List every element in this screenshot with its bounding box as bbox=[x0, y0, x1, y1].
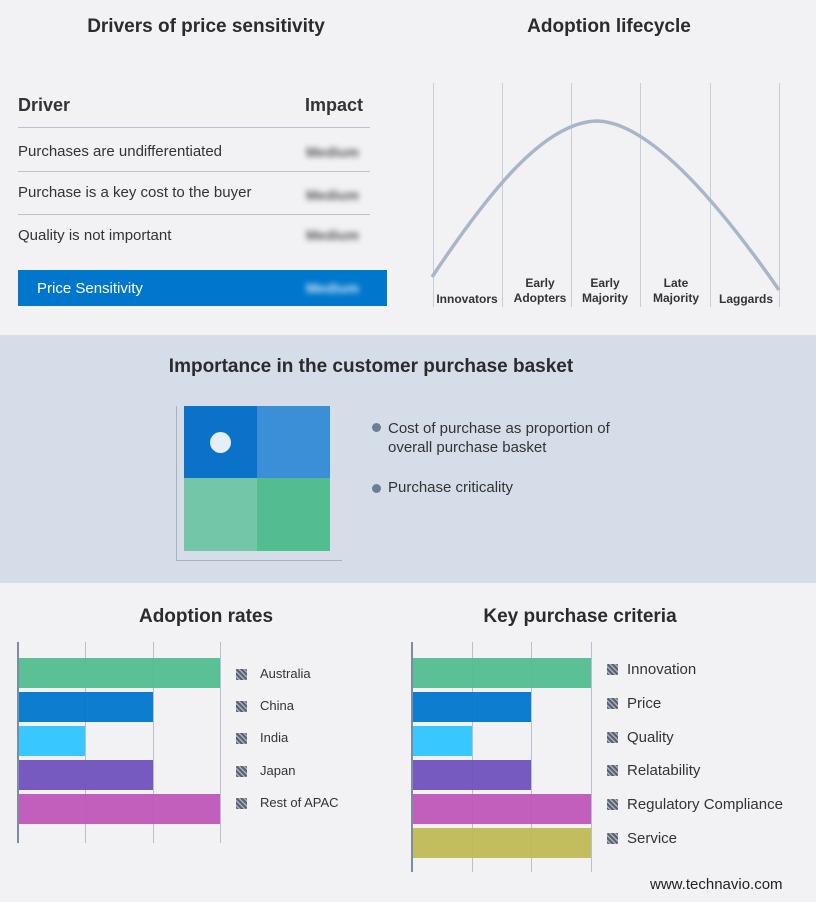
legend-swatch-icon bbox=[607, 833, 618, 844]
stage-label: Early bbox=[590, 276, 620, 290]
gridline bbox=[433, 83, 434, 307]
matrix-cell bbox=[257, 478, 330, 551]
bar-relatability bbox=[412, 760, 532, 790]
gridline bbox=[710, 83, 711, 307]
gridline bbox=[591, 642, 593, 872]
matrix-cell bbox=[257, 406, 330, 478]
kpc-title: Key purchase criteria bbox=[483, 606, 677, 627]
bar-regulatory-compliance bbox=[412, 794, 592, 824]
position-marker bbox=[210, 432, 231, 453]
gridline bbox=[152, 642, 154, 843]
stage-label: Majority bbox=[652, 291, 700, 305]
bar-innovation bbox=[412, 658, 592, 688]
bar-rest-of-apac bbox=[18, 794, 220, 824]
stage-label: Laggards bbox=[718, 292, 774, 306]
gridline bbox=[571, 83, 572, 307]
drivers-title: Drivers of price sensitivity bbox=[87, 16, 325, 37]
legend-label: Australia bbox=[260, 666, 311, 681]
driver-row: Quality is not important bbox=[18, 227, 172, 244]
bullet-icon bbox=[372, 423, 381, 432]
driver-row: Purchases are undifferentiated bbox=[18, 143, 223, 160]
matrix-axis bbox=[176, 406, 177, 561]
price-sensitivity-bar: Price Sensitivity Medium bbox=[18, 270, 387, 306]
footer-site: www.technavio.com bbox=[650, 876, 783, 893]
bar-australia bbox=[18, 658, 220, 688]
summary-label: Price Sensitivity bbox=[37, 280, 143, 297]
stage-label: Majority bbox=[581, 291, 629, 305]
gridline bbox=[531, 642, 533, 872]
stage-label: Late bbox=[663, 276, 689, 290]
gridline bbox=[219, 642, 221, 843]
legend-label: Service bbox=[627, 830, 678, 847]
lifecycle-title: Adoption lifecycle bbox=[527, 16, 691, 37]
bar-china bbox=[18, 692, 153, 722]
driver-header: Driver bbox=[18, 95, 71, 115]
matrix-cell bbox=[184, 478, 257, 551]
bar-india bbox=[18, 726, 86, 756]
bar-japan bbox=[18, 760, 153, 790]
axis-line bbox=[411, 642, 413, 872]
stage-early-majority: Early Majority bbox=[582, 276, 628, 306]
legend-swatch-icon bbox=[236, 733, 247, 745]
legend-label: Regulatory Compliance bbox=[627, 796, 783, 814]
basket-legend-item: Cost of purchase as proportion of overal… bbox=[388, 420, 610, 456]
basket-section bbox=[0, 335, 816, 583]
stage-label: Early bbox=[525, 276, 555, 290]
bar-price bbox=[412, 692, 532, 722]
matrix-axis bbox=[176, 560, 342, 561]
gridline bbox=[85, 642, 87, 843]
legend-label: Price bbox=[627, 694, 662, 712]
gridline bbox=[640, 83, 641, 307]
summary-impact: Medium bbox=[306, 280, 359, 296]
legend-label: Japan bbox=[260, 762, 296, 778]
divider bbox=[18, 214, 370, 215]
axis-line bbox=[17, 642, 19, 843]
stage-innovators: Innovators bbox=[436, 292, 497, 307]
legend-swatch-icon bbox=[607, 664, 618, 675]
divider bbox=[18, 127, 370, 128]
basket-title: Importance in the customer purchase bask… bbox=[168, 356, 574, 377]
stage-label: Innovators bbox=[436, 292, 498, 306]
stage-early-adopters: Early Adopters bbox=[514, 276, 567, 306]
impact-value: Medium bbox=[306, 144, 359, 160]
legend-swatch-icon bbox=[236, 701, 247, 713]
stage-label: Adopters bbox=[513, 291, 567, 305]
legend-swatch-icon bbox=[236, 669, 247, 680]
legend-swatch-icon bbox=[236, 765, 247, 777]
adoption-curve bbox=[430, 119, 781, 291]
legend-label: India bbox=[260, 730, 289, 746]
basket-legend-item: Purchase criticality bbox=[388, 479, 514, 496]
stage-laggards: Laggards bbox=[719, 292, 773, 307]
legend-swatch-icon bbox=[607, 765, 618, 777]
divider bbox=[18, 171, 370, 172]
bar-service bbox=[412, 828, 592, 858]
stage-late-majority: Late Majority bbox=[653, 276, 699, 306]
gridline bbox=[502, 83, 503, 307]
legend-swatch-icon bbox=[236, 797, 247, 809]
impact-value: Medium bbox=[306, 227, 359, 243]
impact-value: Medium bbox=[306, 187, 359, 203]
bullet-icon bbox=[372, 484, 381, 493]
legend-label: China bbox=[260, 698, 294, 714]
legend-label: Quality bbox=[627, 728, 674, 746]
gridline bbox=[779, 83, 780, 307]
impact-header: Impact bbox=[305, 95, 364, 115]
legend-swatch-icon bbox=[607, 731, 618, 743]
legend-swatch-icon bbox=[607, 697, 618, 709]
legend-label: Relatability bbox=[627, 762, 701, 780]
driver-row: Purchase is a key cost to the buyer bbox=[18, 184, 252, 201]
legend-swatch-icon bbox=[607, 799, 618, 811]
legend-label: Innovation bbox=[627, 661, 697, 678]
adoption-rates-title: Adoption rates bbox=[138, 606, 274, 627]
legend-label: Rest of APAC bbox=[260, 794, 339, 810]
bar-quality bbox=[412, 726, 472, 756]
gridline bbox=[471, 642, 473, 872]
